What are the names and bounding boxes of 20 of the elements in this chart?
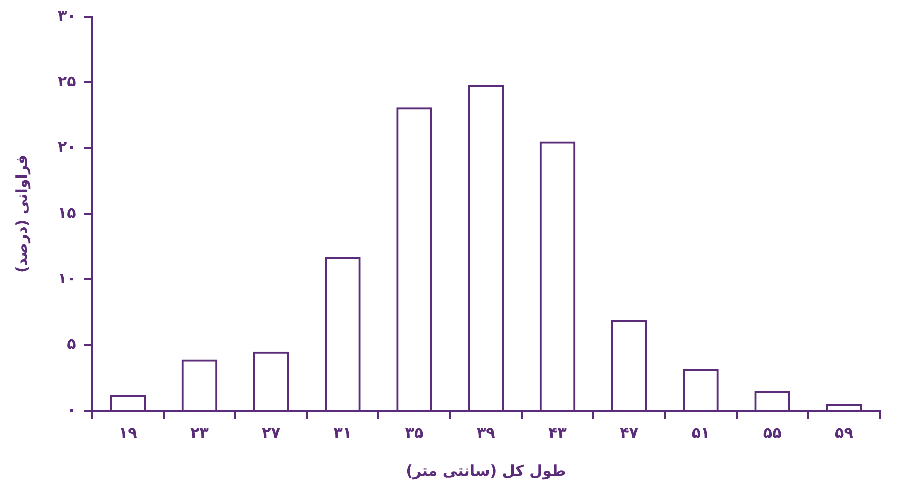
y-tick-label: ۰ bbox=[67, 400, 76, 419]
y-tick-label: ۱۰ bbox=[58, 270, 76, 288]
x-tick-label: ۱۹ bbox=[118, 424, 138, 442]
x-tick-label: ۲۳ bbox=[190, 424, 209, 442]
x-tick-label: ۴۷ bbox=[620, 424, 639, 442]
x-tick-label: ۲۷ bbox=[262, 424, 280, 442]
x-axis-title: طول کل (سانتی متر) bbox=[406, 462, 566, 480]
y-tick-label: ۲۵ bbox=[58, 72, 76, 91]
x-tick-label: ۵۵ bbox=[763, 424, 782, 442]
x-tick-label: ۳۹ bbox=[477, 424, 496, 442]
y-axis-title: فراوانی (درصد) bbox=[12, 155, 31, 273]
x-tick-label: ۴۳ bbox=[548, 424, 567, 442]
y-tick-label: ۱۵ bbox=[58, 204, 76, 222]
y-tick-label: ۲۰ bbox=[58, 138, 76, 156]
x-tick-label: ۳۱ bbox=[334, 424, 352, 442]
x-tick-label: ۵۹ bbox=[835, 424, 854, 442]
y-tick-label: ۳۰ bbox=[58, 6, 76, 25]
x-tick-label: ۵۱ bbox=[692, 424, 710, 442]
y-tick-label: ۵ bbox=[67, 335, 76, 354]
x-tick-label: ۳۵ bbox=[405, 424, 424, 442]
